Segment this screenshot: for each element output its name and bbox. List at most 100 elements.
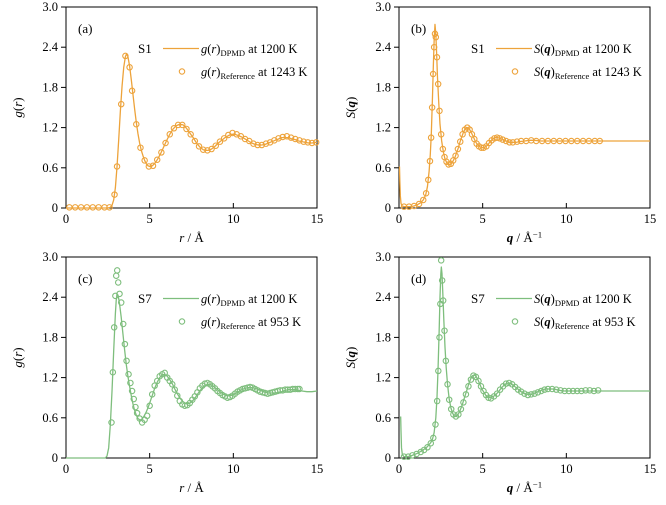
legend-line-label: S(q)DPMD at 1200 K [534,42,632,58]
reference-marker [296,385,303,393]
x-tick-label: 5 [147,212,153,226]
reference-marker [427,134,435,141]
reference-markers [66,52,320,211]
reference-marker [531,390,538,397]
reference-marker [108,419,115,426]
x-axis-label: r / Å [179,230,204,245]
reference-marker [296,137,303,144]
reference-marker [417,448,425,456]
reference-marker [117,299,125,306]
panel-svg-d: 0 5 10 15 0 0.6 1.2 1.8 2.4 3.0 q / Å−1 S(q) (d) S7 S(… [343,250,656,496]
reference-marker [179,121,186,129]
reference-marker [111,191,118,198]
panel-svg-b: 0 5 10 15 0 0.6 1.2 1.8 2.4 3.0 q / Å−1 S(q) (b) S1 S(… [343,0,656,245]
reference-marker [109,368,117,376]
reference-marker [422,190,430,197]
y-tick-label: 3.0 [375,0,391,14]
x-tick-label: 5 [480,212,486,226]
reference-marker [444,381,451,388]
reference-marker [404,453,412,460]
reference-marker [400,453,408,460]
panel-b: 0 5 10 15 0 0.6 1.2 1.8 2.4 3.0 q / Å−1 S(q) (b) S1 S(… [333,0,666,250]
reference-marker [455,411,462,418]
reference-marker [527,391,535,398]
reference-marker [275,135,282,142]
y-tick-label: 3.0 [42,0,58,14]
reference-marker [493,390,501,397]
reference-marker [537,387,545,395]
reference-marker [439,297,447,304]
reference-marker [146,402,153,409]
y-tick-label: 2.4 [42,40,58,54]
reference-marker [432,33,440,41]
reference-marker [83,204,91,211]
reference-marker [128,87,136,95]
reference-marker [114,279,122,286]
plot-frame [398,6,651,209]
reference-marker [148,391,156,398]
reference-marker [133,409,141,417]
reference-marker [174,392,181,399]
y-tick-label: 1.8 [42,80,58,94]
y-tick-label: 1.8 [375,330,391,344]
reference-marker [229,129,236,137]
reference-marker [428,104,436,111]
x-axis-label: q / Å−1 [507,480,542,496]
reference-marker [502,380,510,387]
reference-marker [442,357,450,365]
plot-frame [65,256,318,459]
reference-marker [544,385,552,393]
reference-marker [128,387,136,395]
reference-marker [437,131,445,138]
reference-marker [141,157,148,164]
reference-marker [457,405,465,413]
reference-marker [430,43,438,51]
reference-marker [409,452,416,459]
x-tick-label: 15 [311,212,324,226]
y-axis-label: g(r) [10,97,25,117]
reference-marker [436,334,443,341]
reference-marker [153,156,161,164]
reference-marker [430,434,437,442]
reference-marker [493,134,501,141]
reference-marker [541,386,548,393]
reference-marker [427,440,435,447]
reference-marker [435,367,442,375]
reference-marker [506,139,513,146]
y-tick-label: 0.6 [42,411,58,425]
reference-marker [509,139,517,146]
reference-marker [521,390,528,397]
reference-marker [441,327,448,334]
legend-marker-label: S(q)Reference at 953 K [534,315,635,331]
y-axis-label: S(q) [343,347,358,369]
reference-marker [143,412,151,420]
reference-marker [432,421,439,428]
reference-marker [454,145,462,153]
plot-frame [398,256,651,459]
y-tick-label: 0.6 [375,161,391,175]
reference-marker [145,163,153,170]
reference-marker [312,139,320,146]
panel-a: 0 5 10 15 0 0.6 1.2 1.8 2.4 3.0 r / Å g(r) (a) S1 g(r)… [0,0,333,250]
panel-label: (a) [78,21,92,36]
y-tick-label: 3.0 [42,250,58,264]
reference-marker [279,133,286,141]
reference-marker [208,145,215,153]
reference-marker [158,149,165,156]
reference-marker [447,405,455,413]
y-tick-label: 0 [52,451,58,465]
y-tick-label: 3.0 [375,250,391,264]
legend-sample-label: S7 [471,291,485,306]
y-tick-label: 0 [385,201,391,215]
reference-marker [291,135,299,143]
x-axis-label: r / Å [179,480,204,495]
reference-marker [125,371,132,378]
reference-marker [460,399,467,406]
reference-marker [433,53,441,61]
reference-marker [119,320,127,328]
reference-marker [426,157,434,165]
reference-marker [561,387,568,395]
reference-marker [212,142,220,149]
panel-label: (b) [411,21,426,36]
y-tick-label: 2.4 [42,290,58,304]
